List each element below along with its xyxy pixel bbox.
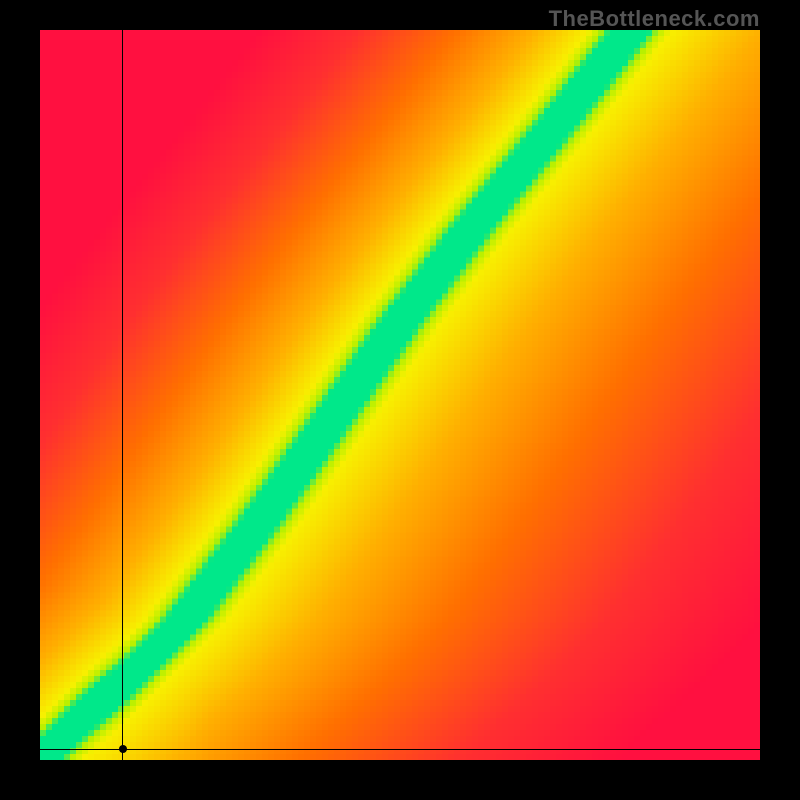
chart-container: TheBottleneck.com — [0, 0, 800, 800]
watermark-text: TheBottleneck.com — [549, 6, 760, 32]
heatmap-canvas — [40, 30, 760, 760]
crosshair-horizontal — [40, 749, 760, 750]
crosshair-vertical — [122, 30, 123, 760]
plot-area — [40, 30, 760, 760]
crosshair-marker — [119, 745, 127, 753]
